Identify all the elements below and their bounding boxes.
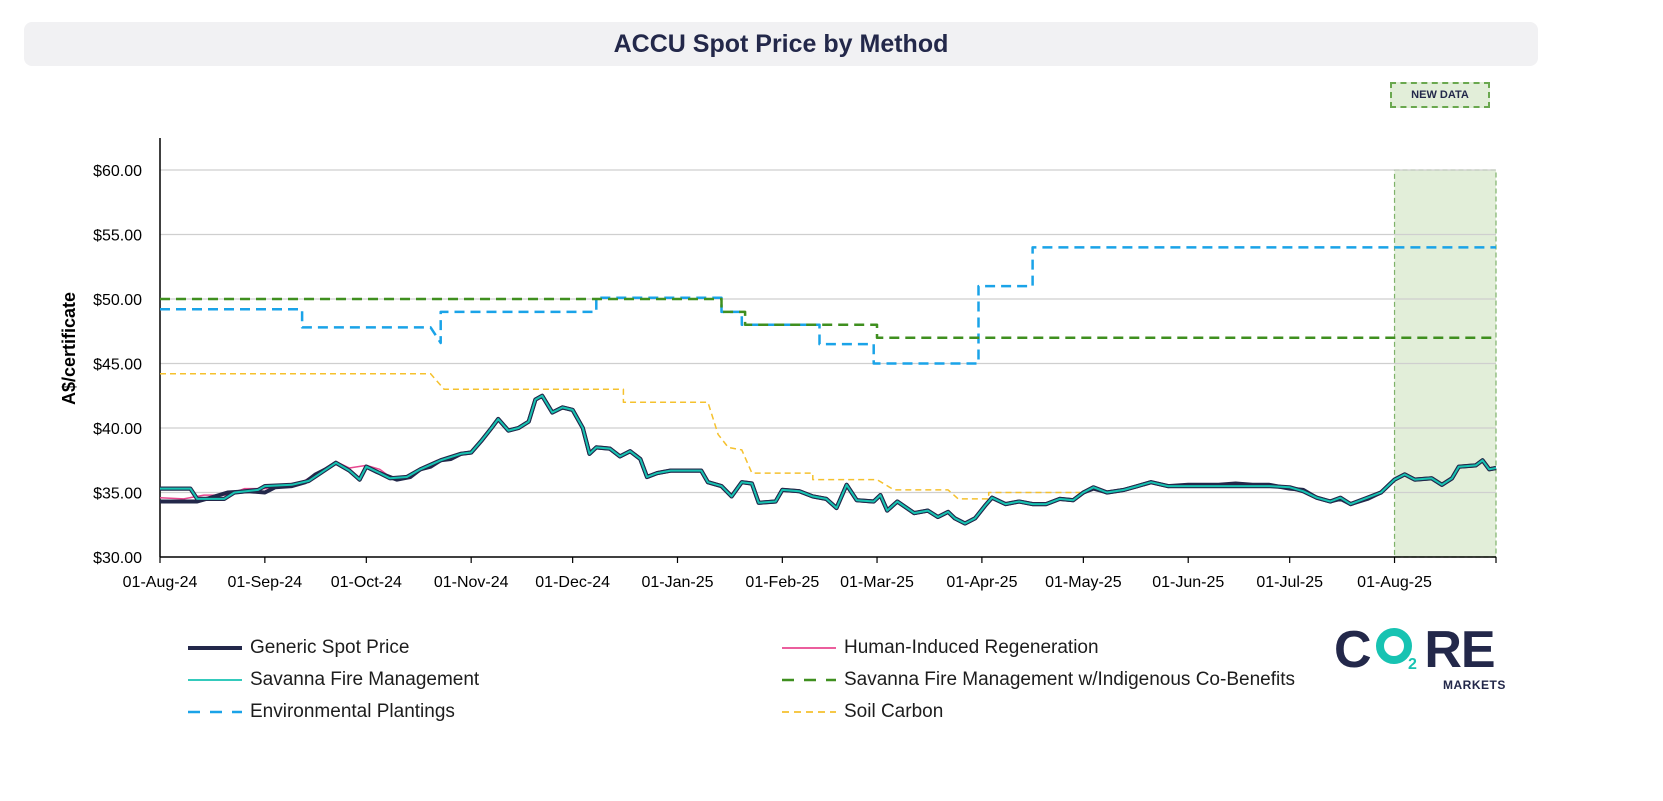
logo-wordmark-icon: C RE	[1334, 621, 1496, 679]
y-tick-label: $40.00	[93, 421, 142, 438]
logo-markets-icon: MARKETS	[1443, 678, 1506, 692]
x-tick-label: 01-Mar-25	[840, 574, 914, 591]
series-line-savanna-fire-management	[160, 394, 1497, 525]
legend-item: Human-Induced Regeneration	[780, 634, 1099, 662]
legend-label: Environmental Plantings	[250, 701, 455, 722]
y-tick-label: $35.00	[93, 486, 142, 503]
x-tick-label: 01-Sep-24	[227, 574, 302, 591]
logo-subscript-icon: 2	[1408, 656, 1417, 673]
legend-label: Savanna Fire Management	[250, 669, 480, 690]
legend-swatch	[188, 646, 242, 650]
chart-title-bar: ACCU Spot Price by Method	[24, 22, 1538, 66]
series-line-savanna-fire-management-w-indigenous-co-benefits	[160, 297, 1496, 339]
legend-label: Generic Spot Price	[250, 637, 410, 658]
core-markets-logo: C RE 2 MARKETS	[1334, 620, 1506, 695]
y-tick-label: $50.00	[93, 292, 142, 309]
legend-item: Soil Carbon	[780, 698, 943, 726]
y-tick-label: $55.00	[93, 228, 142, 245]
x-tick-label: 01-Jun-25	[1152, 574, 1224, 591]
legend-swatch	[188, 710, 242, 714]
legend-swatch	[782, 678, 836, 682]
x-tick-label: 01-Dec-24	[535, 574, 610, 591]
x-tick-label: 01-Feb-25	[745, 574, 819, 591]
logo-ring-icon	[1376, 628, 1412, 664]
x-tick-label: 01-Jul-25	[1256, 574, 1323, 591]
legend-label: Savanna Fire Management w/Indigenous Co-…	[844, 669, 1295, 690]
y-tick-label: $60.00	[93, 163, 142, 180]
legend-label: Soil Carbon	[844, 701, 944, 722]
x-tick-label: 01-Apr-25	[946, 574, 1017, 591]
x-tick-label: 01-Nov-24	[434, 574, 509, 591]
series-line-environmental-plantings	[160, 246, 1496, 365]
series-line-soil-carbon	[160, 373, 1080, 500]
chart-legend: Generic Spot Price Human-Induced Regenera…	[186, 634, 1336, 734]
legend-label: Human-Induced Regeneration	[844, 637, 1099, 658]
legend-swatch	[782, 647, 836, 649]
chart-title: ACCU Spot Price by Method	[613, 29, 949, 58]
y-tick-label: $30.00	[93, 550, 142, 567]
legend-item: Savanna Fire Management w/Indigenous Co-…	[780, 666, 1295, 694]
x-tick-label: 01-Aug-25	[1357, 574, 1432, 591]
legend-item: Environmental Plantings	[186, 698, 455, 726]
x-tick-label: 01-Jan-25	[641, 574, 713, 591]
new-data-badge: NEW DATA	[1390, 82, 1490, 108]
legend-swatch	[188, 679, 242, 681]
x-tick-label: 01-May-25	[1045, 574, 1122, 591]
series-line-outline	[160, 393, 1497, 526]
legend-item: Savanna Fire Management	[186, 666, 479, 694]
x-tick-label: 01-Aug-24	[123, 574, 198, 591]
legend-item: Generic Spot Price	[186, 634, 409, 662]
x-tick-label: 01-Oct-24	[331, 574, 402, 591]
series-line-generic-spot-price	[160, 393, 1497, 526]
y-axis-label: A$/certificate	[59, 292, 79, 405]
y-tick-label: $45.00	[93, 357, 142, 374]
legend-swatch	[782, 711, 836, 713]
